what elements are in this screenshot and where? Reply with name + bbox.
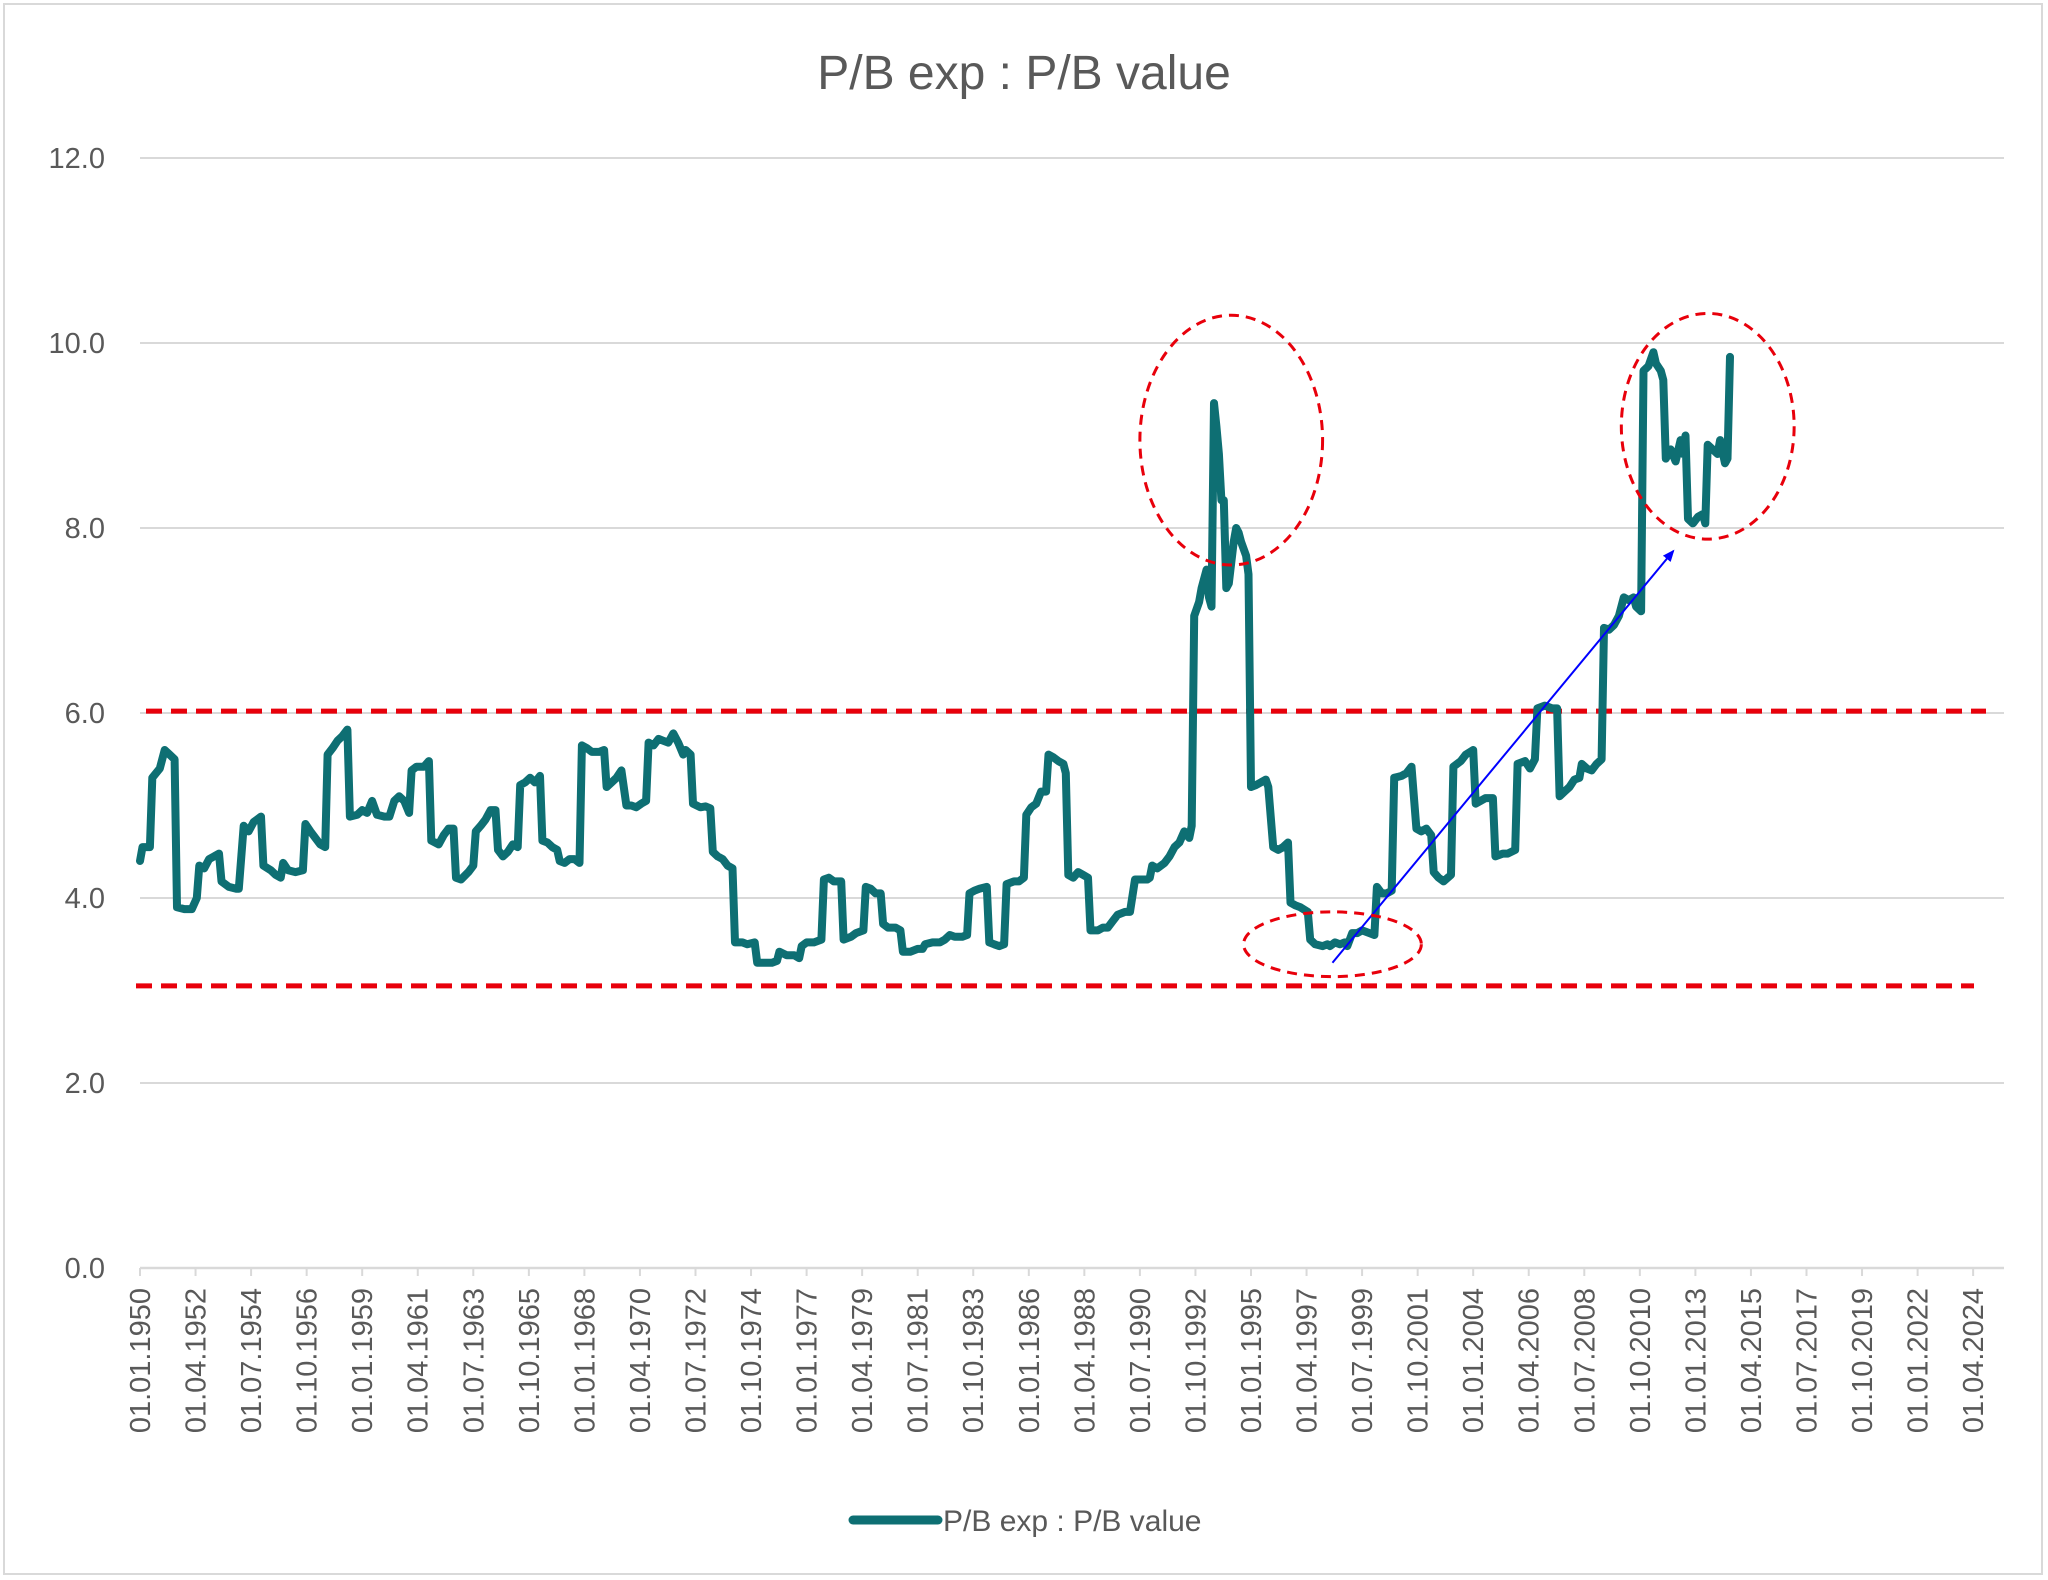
y-tick-label: 2.0 (65, 1068, 105, 1100)
annotations (1138, 311, 1796, 979)
highlight-ellipse-peak-2000 (1138, 313, 1325, 567)
x-tick-label: 01.10.2001 (1403, 1288, 1435, 1433)
x-tick-label: 01.01.2022 (1903, 1288, 1935, 1433)
legend: P/B exp : P/B value (848, 1505, 1201, 1538)
x-tick-label: 01.04.2006 (1514, 1288, 1546, 1433)
series-layer (136, 348, 1734, 967)
x-tick-label: 01.04.2015 (1736, 1288, 1768, 1433)
x-tick-label: 01.01.1986 (1014, 1288, 1046, 1433)
x-tick-label: 01.04.1970 (625, 1288, 657, 1433)
x-tick-label: 01.07.2008 (1569, 1288, 1601, 1433)
x-tick-label: 01.01.1950 (125, 1288, 157, 1433)
chart-svg: P/B exp : P/B value 0.0 2.0 4.0 6.0 8.0 10.0 1… (49, 47, 2004, 1538)
x-tick-label: 01.10.1992 (1180, 1288, 1212, 1433)
y-tick-label: 8.0 (65, 513, 105, 545)
chart-frame: P/B exp : P/B value 0.0 2.0 4.0 6.0 8.0 10.0 1… (3, 3, 2043, 1575)
x-tick-label: 01.07.1972 (680, 1288, 712, 1433)
x-tick-label: 01.10.2019 (1847, 1288, 1879, 1433)
x-tick-label: 01.01.2004 (1458, 1288, 1490, 1433)
x-tick-label: 01.10.1956 (292, 1288, 324, 1433)
chart-title: P/B exp : P/B value (817, 47, 1231, 100)
x-tick-label: 01.10.2010 (1625, 1288, 1657, 1433)
y-tick-label: 6.0 (65, 698, 105, 730)
x-tick-label: 01.04.1952 (181, 1288, 213, 1433)
x-tick-label: 01.01.1977 (792, 1288, 824, 1433)
x-tick-label: 01.07.1999 (1347, 1288, 1379, 1433)
x-tick-label: 01.04.1988 (1069, 1288, 1101, 1433)
x-tick-label: 01.04.1961 (403, 1288, 435, 1433)
x-tick-label: 01.10.1974 (736, 1288, 768, 1433)
x-tick-label: 01.07.2017 (1791, 1288, 1823, 1433)
x-tick-label: 01.01.1968 (569, 1288, 601, 1433)
x-tick-label: 01.04.1997 (1292, 1288, 1324, 1433)
x-tick-label: 01.07.1954 (236, 1288, 268, 1433)
highlight-ellipse-trough-2006 (1242, 910, 1423, 979)
x-tick-label: 01.07.1963 (458, 1288, 490, 1433)
series-line (136, 348, 1734, 967)
x-tick-label: 01.04.1979 (847, 1288, 879, 1433)
y-tick-label: 4.0 (65, 883, 105, 915)
legend-label: P/B exp : P/B value (943, 1505, 1201, 1538)
trend-arrow (1331, 549, 1675, 964)
x-tick-label: 01.01.2013 (1680, 1288, 1712, 1433)
x-tick-label: 01.07.1990 (1125, 1288, 1157, 1433)
x-tick-label: 01.01.1995 (1236, 1288, 1268, 1433)
x-tick-label: 01.04.2024 (1958, 1288, 1990, 1433)
y-tick-label: 0.0 (65, 1253, 105, 1285)
x-tick-label: 01.07.1981 (903, 1288, 935, 1433)
y-axis-ticks: 0.0 2.0 4.0 6.0 8.0 10.0 12.0 (49, 143, 105, 1285)
highlight-ellipse-peak-2022 (1619, 311, 1796, 541)
x-tick-label: 01.10.1983 (958, 1288, 990, 1433)
threshold-bands (136, 708, 1986, 989)
x-tick-label: 01.10.1965 (514, 1288, 546, 1433)
x-tick-label: 01.01.1959 (347, 1288, 379, 1433)
y-tick-label: 10.0 (49, 328, 105, 360)
x-axis: 01.01.1950 01.04.1952 01.07.1954 01.10.1956… (125, 1268, 1990, 1433)
y-tick-label: 12.0 (49, 143, 105, 175)
